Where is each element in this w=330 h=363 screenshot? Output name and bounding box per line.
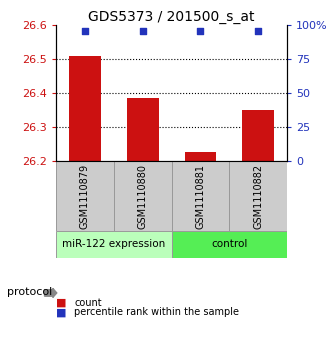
Bar (184, 152, 216, 161)
Text: percentile rank within the sample: percentile rank within the sample (74, 307, 239, 317)
Bar (242, 110, 274, 161)
Text: count: count (74, 298, 102, 308)
Text: ■: ■ (56, 307, 67, 317)
Bar (69, 56, 101, 161)
Point (256, 28, 261, 34)
Point (140, 28, 146, 34)
Bar (229, 161, 287, 231)
Text: GSM1110880: GSM1110880 (138, 163, 148, 229)
Text: GSM1110881: GSM1110881 (195, 163, 206, 229)
Text: GSM1110879: GSM1110879 (80, 163, 90, 229)
Bar (56, 231, 172, 258)
Title: GDS5373 / 201500_s_at: GDS5373 / 201500_s_at (88, 11, 255, 24)
Text: ■: ■ (56, 298, 67, 308)
Bar (56, 161, 114, 231)
Text: control: control (211, 240, 248, 249)
Point (198, 28, 203, 34)
Point (82, 28, 88, 34)
Bar (114, 161, 172, 231)
Bar (172, 231, 287, 258)
Text: GSM1110882: GSM1110882 (253, 163, 263, 229)
Bar (172, 161, 229, 231)
Text: miR-122 expression: miR-122 expression (62, 240, 165, 249)
Text: protocol: protocol (7, 287, 52, 297)
Bar (127, 98, 159, 161)
